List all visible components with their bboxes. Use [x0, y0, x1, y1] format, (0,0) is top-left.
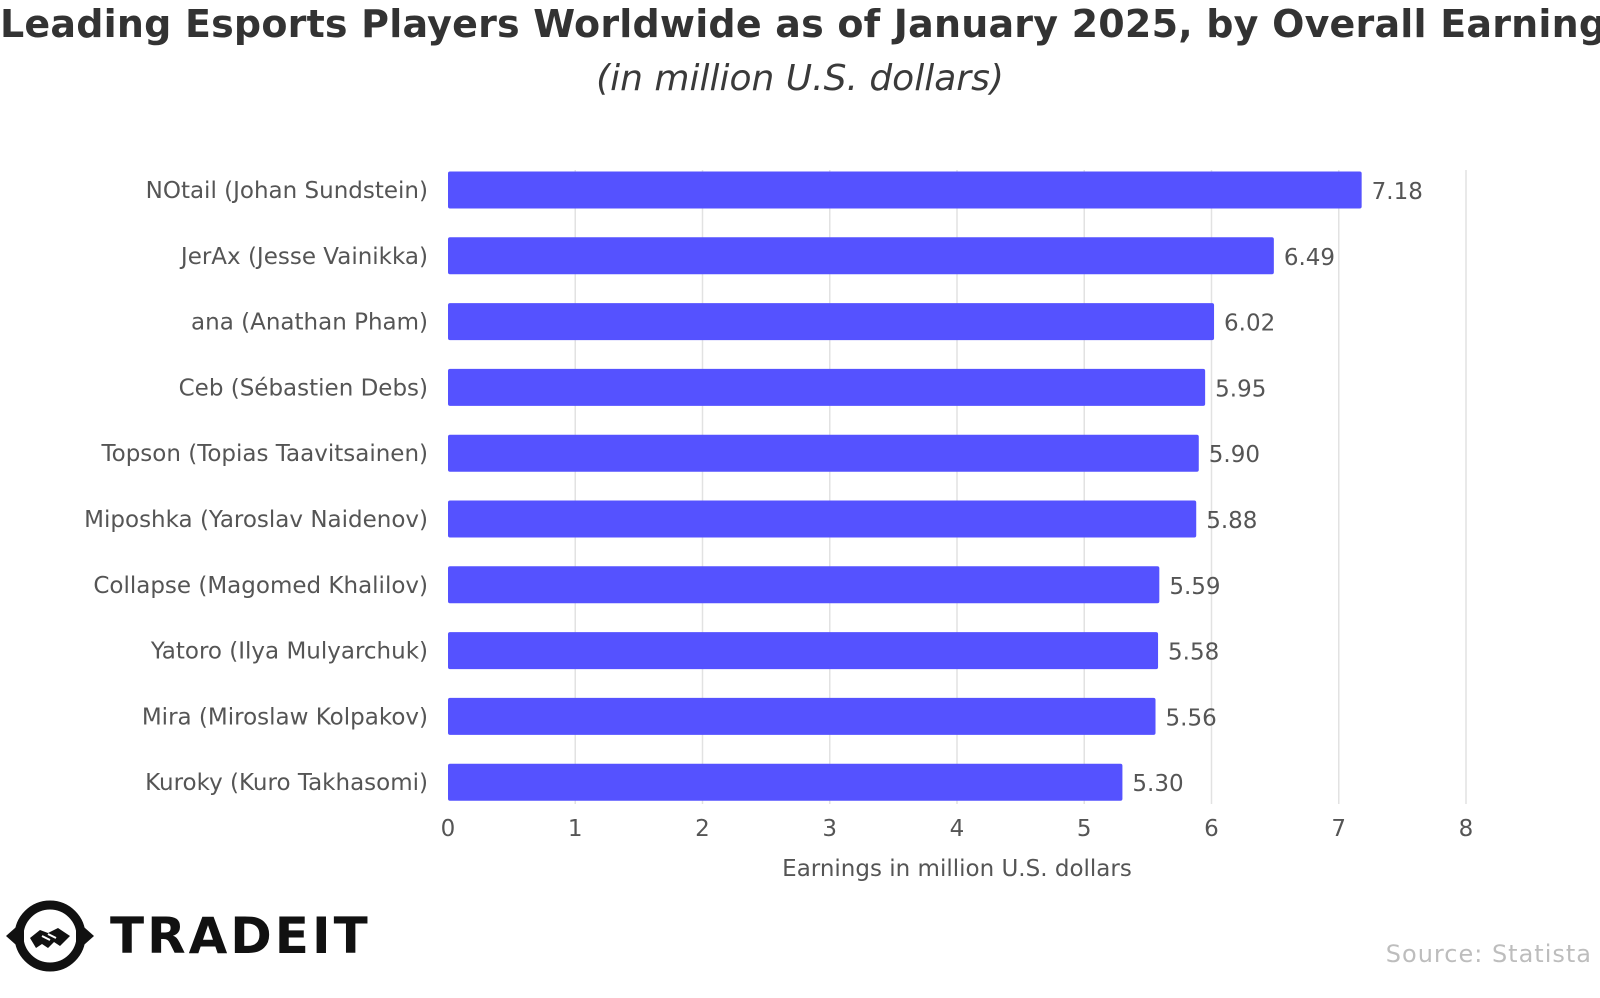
tradeit-logo: TRADEIT: [2, 896, 371, 976]
bar: [448, 434, 1199, 472]
x-tick-label: 3: [822, 816, 837, 842]
chart-subtitle: (in million U.S. dollars): [596, 58, 1004, 99]
category-label: Yatoro (Ilya Mulyarchuk): [150, 639, 428, 665]
bar: [448, 697, 1156, 735]
bar: [448, 632, 1159, 670]
bar: [448, 237, 1274, 275]
x-tick-label: 8: [1459, 816, 1474, 842]
category-label: NOtail (Johan Sundstein): [146, 178, 428, 204]
bar: [448, 171, 1362, 209]
x-tick-label: 5: [1077, 816, 1092, 842]
bar: [448, 303, 1215, 341]
data-label: 6.02: [1224, 311, 1275, 337]
category-label: Topson (Topias Taavitsainen): [100, 441, 428, 467]
category-label: Collapse (Magomed Khalilov): [93, 573, 428, 599]
data-label: 5.90: [1209, 442, 1260, 468]
x-tick-label: 2: [695, 816, 710, 842]
bars: [448, 171, 1362, 801]
bar: [448, 500, 1197, 538]
data-label: 5.88: [1206, 508, 1257, 534]
data-label: 5.56: [1166, 705, 1217, 731]
bar: [448, 566, 1160, 604]
data-label: 5.59: [1169, 574, 1220, 600]
category-label: Ceb (Sébastien Debs): [179, 375, 428, 401]
data-label: 7.18: [1372, 179, 1423, 205]
category-label: ana (Anathan Pham): [191, 310, 428, 336]
x-tick-label: 1: [568, 816, 583, 842]
category-label: Miposhka (Yaroslav Naidenov): [84, 507, 428, 533]
data-label: 5.30: [1132, 771, 1183, 797]
chart-title: Leading Esports Players Worldwide as of …: [0, 2, 1600, 46]
handshake-icon: [6, 900, 94, 972]
labels: 0 1 2 3 4 5 6 7 8 NOtail (Johan Sundstein) 7.18 Jer…: [84, 178, 1473, 842]
x-tick-label: 4: [950, 816, 965, 842]
x-tick-label: 7: [1331, 816, 1346, 842]
category-label: Kuroky (Kuro Takhasomi): [145, 770, 428, 796]
x-tick-label: 6: [1204, 816, 1219, 842]
x-tick-label: 0: [441, 816, 456, 842]
category-label: Mira (Miroslaw Kolpakov): [142, 704, 428, 730]
data-label: 5.95: [1215, 376, 1266, 402]
category-label: JerAx (Jesse Vainikka): [179, 244, 428, 270]
data-label: 5.58: [1168, 640, 1219, 666]
logo-wordmark: TRADEIT: [110, 907, 371, 965]
data-label: 6.49: [1284, 245, 1335, 271]
x-axis-title: Earnings in million U.S. dollars: [782, 856, 1132, 882]
source-note: Source: Statista: [1385, 940, 1592, 968]
bar: [448, 368, 1206, 406]
bar: [448, 763, 1123, 801]
